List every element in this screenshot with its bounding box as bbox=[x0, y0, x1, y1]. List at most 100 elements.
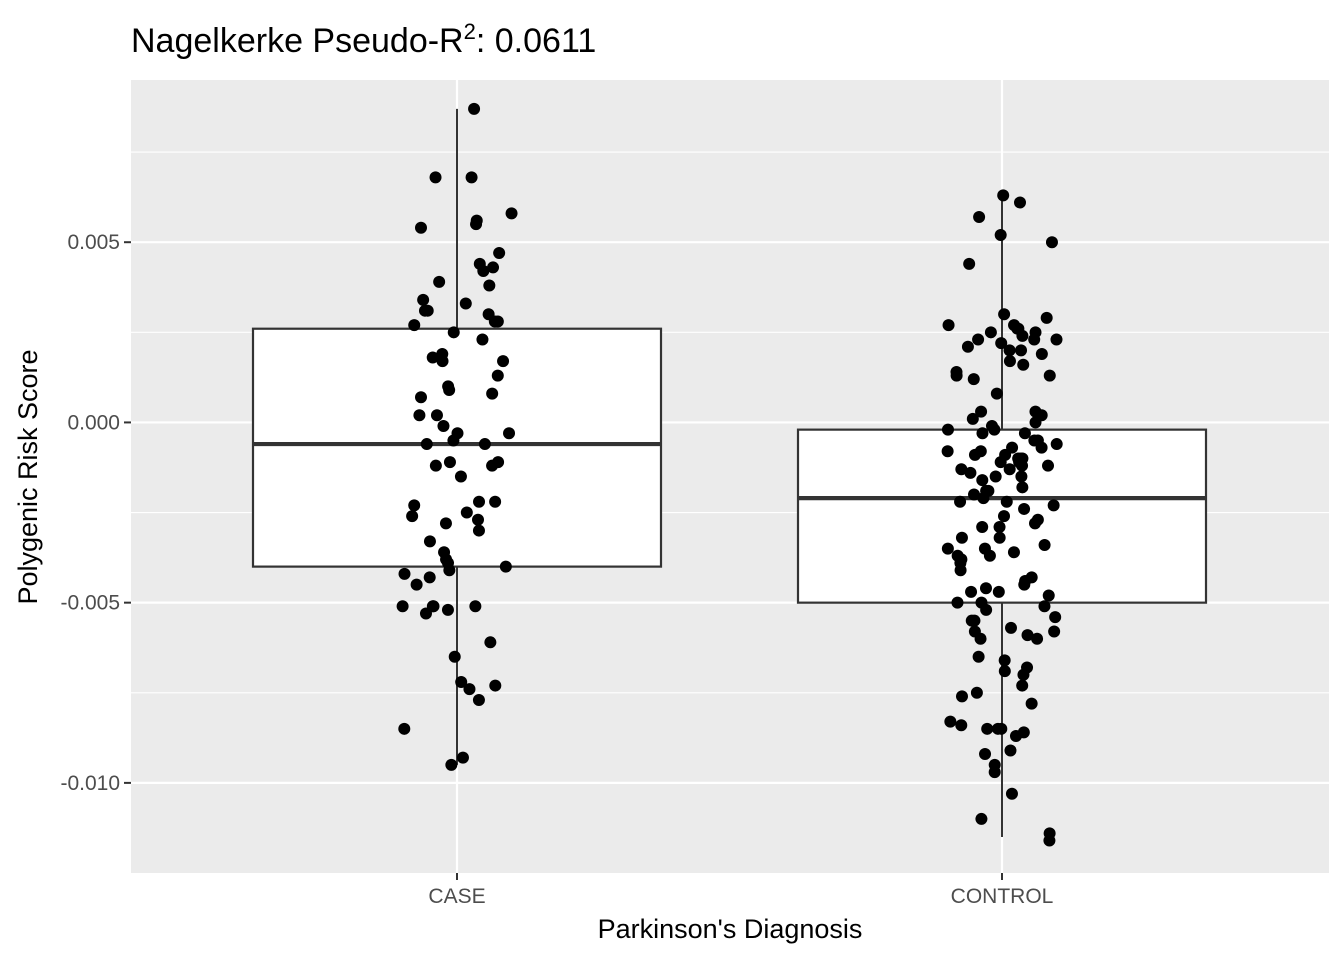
data-point bbox=[998, 654, 1011, 667]
data-point bbox=[988, 423, 1001, 436]
data-point bbox=[1042, 589, 1055, 602]
data-point bbox=[491, 369, 504, 382]
data-point bbox=[979, 582, 992, 595]
data-point bbox=[487, 261, 500, 274]
data-point bbox=[1003, 355, 1016, 368]
data-point bbox=[483, 279, 496, 292]
data-point bbox=[486, 459, 499, 472]
data-point bbox=[998, 308, 1011, 321]
data-point bbox=[447, 326, 460, 339]
data-point bbox=[436, 355, 449, 368]
data-point bbox=[1028, 333, 1041, 346]
data-point bbox=[1031, 632, 1044, 645]
data-point bbox=[993, 531, 1006, 544]
box-rect bbox=[251, 327, 663, 568]
data-point bbox=[1025, 697, 1038, 710]
data-point bbox=[439, 517, 452, 530]
data-point bbox=[460, 506, 473, 519]
chart-title: Nagelkerke Pseudo-R2: 0.0611 bbox=[131, 19, 596, 60]
data-point bbox=[454, 470, 467, 483]
title-suffix: : 0.0611 bbox=[476, 22, 596, 60]
data-point bbox=[497, 355, 510, 368]
data-point bbox=[1016, 329, 1029, 342]
data-point bbox=[1017, 358, 1030, 371]
data-point bbox=[413, 409, 426, 422]
data-point bbox=[955, 463, 968, 476]
data-point bbox=[989, 470, 1002, 483]
data-point bbox=[459, 297, 472, 310]
data-point bbox=[1048, 625, 1061, 638]
data-point bbox=[964, 466, 977, 479]
data-point bbox=[951, 596, 964, 609]
data-point bbox=[488, 315, 501, 328]
data-point bbox=[477, 265, 490, 278]
data-point bbox=[418, 304, 431, 317]
data-point bbox=[472, 513, 485, 526]
data-point bbox=[961, 340, 974, 353]
box-case bbox=[251, 108, 663, 765]
data-point bbox=[1042, 459, 1055, 472]
data-point bbox=[968, 488, 981, 501]
y-tick-label: -0.010 bbox=[60, 772, 120, 795]
data-point bbox=[991, 722, 1004, 735]
data-point bbox=[420, 438, 433, 451]
data-point bbox=[410, 578, 423, 591]
data-point bbox=[486, 387, 499, 400]
x-tick-label: CASE bbox=[428, 885, 485, 908]
boxes-layer bbox=[251, 108, 1208, 837]
data-point bbox=[968, 448, 981, 461]
data-point bbox=[398, 567, 411, 580]
y-axis: 0.005 0.000 -0.005 -0.010 bbox=[60, 231, 131, 795]
data-point bbox=[1017, 668, 1030, 681]
data-point bbox=[489, 495, 502, 508]
data-point bbox=[1050, 333, 1063, 346]
data-point bbox=[1018, 502, 1031, 515]
data-point bbox=[484, 636, 497, 649]
data-point bbox=[455, 675, 468, 688]
data-point bbox=[955, 690, 968, 703]
data-point bbox=[1038, 600, 1051, 613]
data-point bbox=[1045, 236, 1058, 249]
data-point bbox=[1014, 196, 1027, 209]
data-point bbox=[408, 319, 421, 332]
data-point bbox=[470, 218, 483, 231]
data-point bbox=[1021, 629, 1034, 642]
data-point bbox=[443, 383, 456, 396]
x-axis-title: Parkinson's Diagnosis bbox=[598, 914, 863, 944]
data-point bbox=[396, 600, 409, 613]
data-point bbox=[992, 585, 1005, 598]
data-point bbox=[430, 409, 443, 422]
data-point bbox=[443, 456, 456, 469]
data-point bbox=[1015, 470, 1028, 483]
data-point bbox=[976, 427, 989, 440]
data-point bbox=[941, 445, 954, 458]
data-point bbox=[433, 275, 446, 288]
data-point bbox=[983, 549, 996, 562]
data-point bbox=[967, 373, 980, 386]
data-point bbox=[456, 751, 469, 764]
data-point bbox=[941, 542, 954, 555]
data-point bbox=[942, 319, 955, 332]
data-point bbox=[443, 564, 456, 577]
data-point bbox=[980, 603, 993, 616]
data-point bbox=[941, 423, 954, 436]
data-point bbox=[968, 614, 981, 627]
data-point bbox=[1035, 347, 1048, 360]
data-point bbox=[1029, 416, 1042, 429]
y-tick-label: 0.005 bbox=[67, 231, 120, 254]
data-point bbox=[997, 189, 1010, 202]
data-point bbox=[468, 102, 481, 115]
data-point bbox=[973, 210, 986, 223]
x-tick-label: CONTROL bbox=[951, 885, 1054, 908]
data-point bbox=[429, 459, 442, 472]
data-point bbox=[408, 499, 421, 512]
data-point bbox=[505, 207, 518, 220]
data-point bbox=[944, 715, 957, 728]
data-point bbox=[1007, 546, 1020, 559]
data-point bbox=[976, 520, 989, 533]
data-point bbox=[448, 650, 461, 663]
data-point bbox=[1040, 311, 1053, 324]
data-point bbox=[990, 387, 1003, 400]
points-layer bbox=[396, 102, 1063, 847]
